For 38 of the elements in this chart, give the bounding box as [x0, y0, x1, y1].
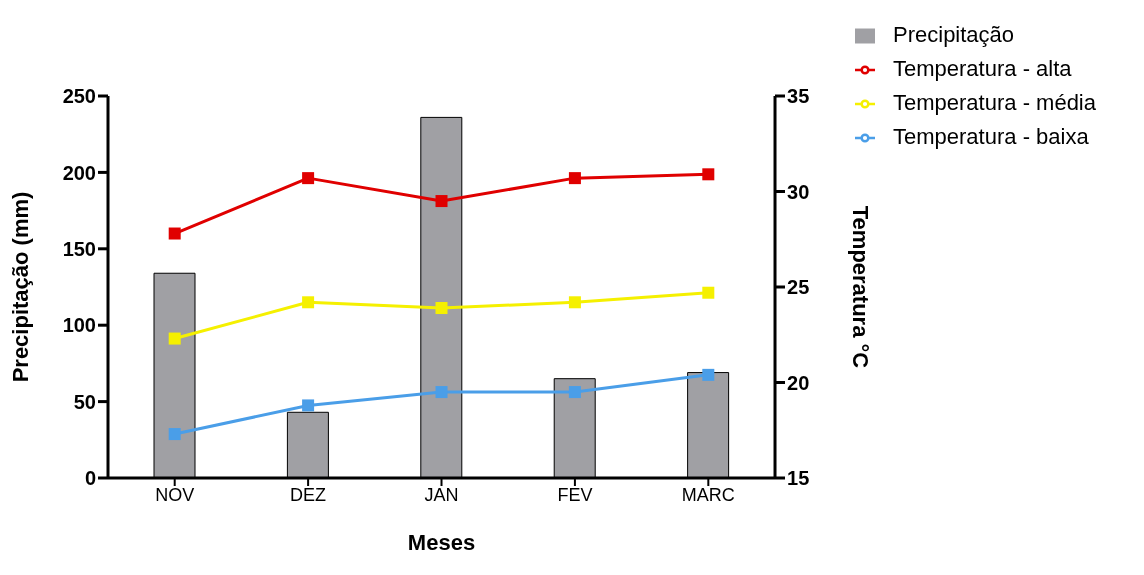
y-tick-label: 100	[62, 314, 96, 337]
point	[435, 302, 448, 315]
point	[302, 296, 315, 309]
x-tick-label: NOV	[155, 484, 195, 505]
point	[168, 428, 181, 441]
y-tick-label: 50	[73, 390, 96, 413]
legend-label: Temperatura - baixa	[893, 124, 1089, 149]
point	[302, 172, 315, 185]
point	[168, 227, 181, 240]
point	[568, 386, 581, 399]
y-axis-title: Precipitação (mm)	[7, 191, 33, 383]
y2-tick-label: 15	[787, 467, 810, 490]
point	[702, 286, 715, 299]
y2-tick-label: 30	[787, 180, 810, 203]
y2-tick-label: 35	[787, 85, 810, 108]
point	[168, 332, 181, 345]
y2-tick-label: 25	[787, 276, 810, 299]
legend-label: Temperatura - média	[893, 90, 1096, 115]
x-axis-title: Meses	[407, 530, 476, 555]
y2-tick-label: 20	[787, 371, 810, 394]
point	[435, 195, 448, 208]
x-tick-label: MARC	[681, 484, 735, 505]
point	[568, 172, 581, 185]
x-tick-label: FEV	[557, 484, 593, 505]
point	[435, 386, 448, 399]
x-tick-label: DEZ	[290, 484, 327, 505]
y-tick-label: 150	[62, 237, 96, 260]
y2-axis-title: Temperatura °C	[848, 205, 874, 369]
point	[302, 399, 315, 412]
legend-label: Temperatura - alta	[893, 56, 1072, 81]
y-tick-label: 200	[62, 161, 96, 184]
x-tick-label: JAN	[424, 484, 459, 505]
y-tick-label: 250	[62, 85, 96, 108]
point	[702, 168, 715, 181]
legend-label: Precipitação	[893, 22, 1015, 47]
point	[702, 368, 715, 381]
y-tick-label: 0	[84, 467, 96, 490]
point	[568, 296, 581, 309]
